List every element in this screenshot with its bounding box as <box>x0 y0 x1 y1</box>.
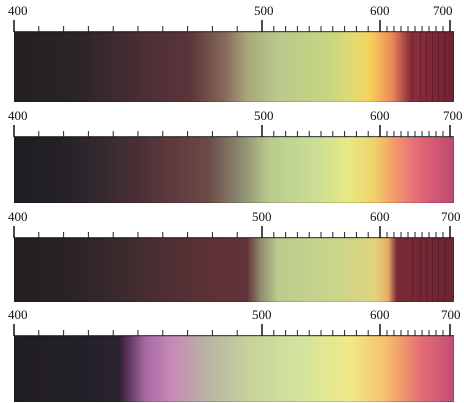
tick-label-500: 500 <box>254 108 274 123</box>
spectrum-strip-4 <box>14 336 454 402</box>
tick-label-500: 500 <box>252 307 272 322</box>
tick-label-400: 400 <box>8 209 28 224</box>
absorption-line <box>420 238 421 302</box>
tick-label-600: 600 <box>370 307 390 322</box>
absorption-line <box>412 32 413 102</box>
absorption-line <box>420 32 421 102</box>
tick-label-700: 700 <box>441 209 461 224</box>
tick-label-400: 400 <box>8 307 28 322</box>
tick-label-600: 600 <box>370 209 390 224</box>
spectrum-strip-1 <box>14 32 454 102</box>
tick-label-500: 500 <box>254 3 274 18</box>
absorption-line <box>432 238 433 302</box>
tick-label-700: 700 <box>443 108 463 123</box>
absorption-line <box>438 32 439 102</box>
absorption-line <box>444 238 445 302</box>
absorption-line <box>426 238 427 302</box>
spectrum-strip-3 <box>14 238 454 302</box>
spectrum-strip-2 <box>14 137 454 203</box>
tick-label-600: 600 <box>370 108 390 123</box>
absorption-line <box>426 32 427 102</box>
tick-label-400: 400 <box>8 108 28 123</box>
tick-label-600: 600 <box>370 3 390 18</box>
absorption-line <box>432 32 433 102</box>
tick-label-700: 700 <box>433 3 453 18</box>
tick-label-400: 400 <box>8 3 28 18</box>
tick-label-500: 500 <box>252 209 272 224</box>
absorption-line <box>444 32 445 102</box>
absorption-line <box>412 238 413 302</box>
absorption-line <box>438 238 439 302</box>
tick-label-700: 700 <box>441 307 461 322</box>
